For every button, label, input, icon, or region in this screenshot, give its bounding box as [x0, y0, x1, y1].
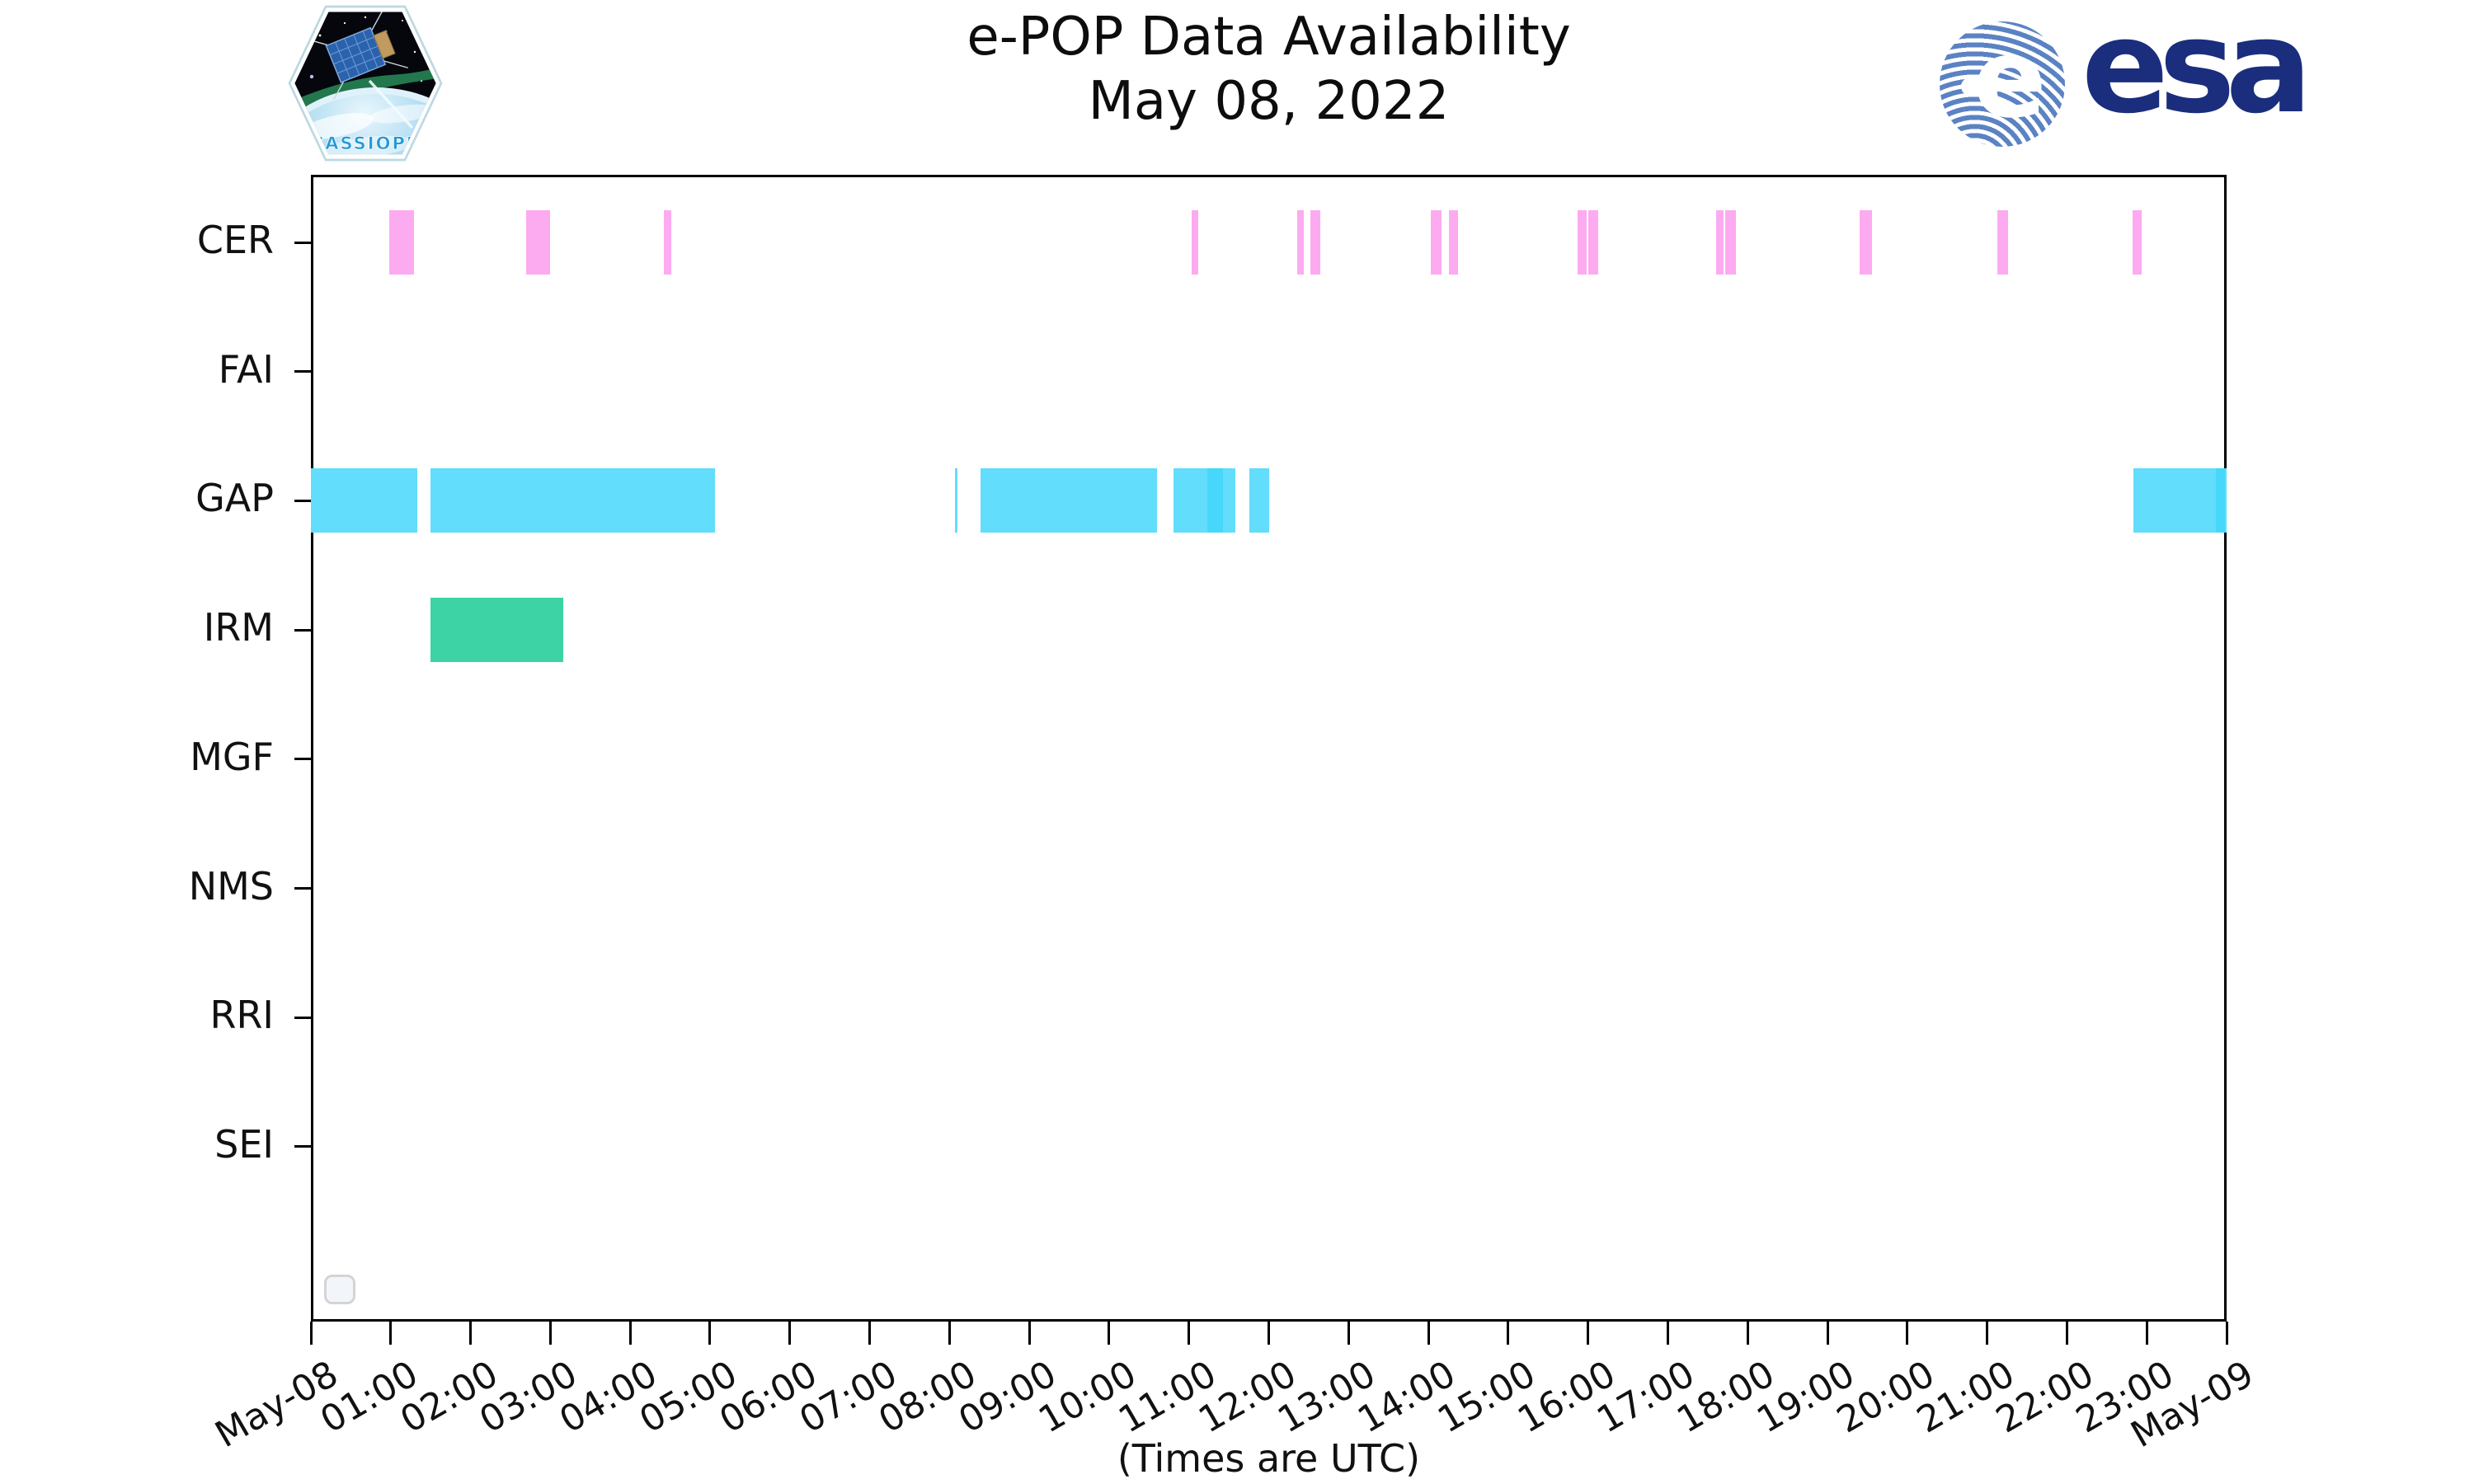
cer-availability-bar [1587, 210, 1599, 275]
gap-availability-bar [430, 468, 715, 533]
cer-availability-bar [1997, 210, 2008, 275]
x-tick-1 [389, 1322, 393, 1345]
chart-title-block: e-POP Data Availability May 08, 2022 [311, 5, 2227, 134]
x-tick-18 [1746, 1322, 1749, 1345]
x-tick-8 [948, 1322, 951, 1345]
y-tick-rri [294, 1016, 311, 1019]
x-tick-14 [1427, 1322, 1430, 1345]
cer-availability-bar [1859, 210, 1873, 275]
gap-availability-bar [311, 468, 417, 533]
gap-availability-bar [1206, 468, 1224, 533]
esa-wordmark: esa [2081, 0, 2312, 142]
irm-availability-bar [430, 598, 563, 663]
x-tick-15 [1507, 1322, 1510, 1345]
x-tick-23 [2145, 1322, 2148, 1345]
x-tick-17 [1666, 1322, 1669, 1345]
gap-availability-bar [981, 468, 1157, 533]
row-label-fai: FAI [218, 346, 274, 392]
y-tick-cer [294, 241, 311, 244]
gap-availability-bar [955, 468, 957, 533]
cer-availability-bar [1430, 210, 1442, 275]
row-label-irm: IRM [203, 605, 274, 650]
esa-globe-dot [1960, 76, 1982, 96]
x-tick-20 [1906, 1322, 1909, 1345]
cer-availability-bar [1297, 210, 1305, 275]
y-tick-mgf [294, 758, 311, 761]
cassiope-patch-graphic: CASSIOPE [288, 5, 443, 162]
x-tick-9 [1028, 1322, 1031, 1345]
row-label-rri: RRI [209, 993, 275, 1038]
page-title: e-POP Data Availability [967, 7, 1571, 68]
cer-availability-bar [1191, 210, 1199, 275]
gap-availability-bar [1174, 468, 1235, 533]
row-label-cer: CER [196, 218, 274, 262]
esa-globe-icon: e [1940, 21, 2065, 147]
x-tick-0 [309, 1322, 313, 1345]
x-tick-10 [1108, 1322, 1111, 1345]
y-tick-fai [294, 370, 311, 373]
cer-availability-bar [526, 210, 551, 275]
x-tick-24 [2225, 1322, 2228, 1345]
cassiope-mission-patch: CASSIOPE [287, 2, 444, 165]
cer-availability-bar [1449, 210, 1458, 275]
esa-logo: e esa [1940, 0, 2319, 160]
row-label-mgf: MGF [190, 734, 274, 779]
y-tick-gap [294, 499, 311, 502]
esa-globe-e-glyph: e [1973, 21, 2047, 143]
x-tick-5 [708, 1322, 712, 1345]
x-tick-6 [788, 1322, 792, 1345]
row-label-nms: NMS [188, 863, 274, 909]
cer-availability-bar [1310, 210, 1321, 275]
x-tick-3 [548, 1322, 552, 1345]
cer-availability-bar [2132, 210, 2142, 275]
y-tick-sei [294, 1145, 311, 1148]
x-tick-19 [1826, 1322, 1829, 1345]
cer-availability-bar [1725, 210, 1736, 275]
x-tick-21 [1986, 1322, 1989, 1345]
cer-availability-bar [388, 210, 414, 275]
x-tick-7 [868, 1322, 872, 1345]
x-tick-4 [628, 1322, 632, 1345]
y-tick-irm [294, 628, 311, 632]
gap-availability-bar [2216, 468, 2226, 533]
cer-availability-bar [663, 210, 672, 275]
gap-availability-bar [1249, 468, 1270, 533]
x-tick-12 [1268, 1322, 1270, 1345]
cer-availability-bar [1715, 210, 1724, 275]
empty-legend-box [324, 1275, 355, 1304]
row-label-sei: SEI [214, 1121, 274, 1167]
x-tick-22 [2065, 1322, 2068, 1345]
y-tick-nms [294, 887, 311, 890]
page-title-date: May 08, 2022 [1088, 71, 1450, 132]
x-tick-13 [1347, 1322, 1350, 1345]
gap-availability-bar [2133, 468, 2227, 533]
x-tick-2 [469, 1322, 473, 1345]
cassiope-patch-label: CASSIOPE [311, 134, 420, 153]
x-axis-caption: (Times are UTC) [1117, 1436, 1421, 1481]
row-label-gap: GAP [195, 476, 274, 521]
timeline-plot-area [311, 175, 2227, 1322]
x-tick-16 [1587, 1322, 1590, 1345]
cer-availability-bar [1578, 210, 1587, 275]
x-tick-11 [1188, 1322, 1191, 1345]
